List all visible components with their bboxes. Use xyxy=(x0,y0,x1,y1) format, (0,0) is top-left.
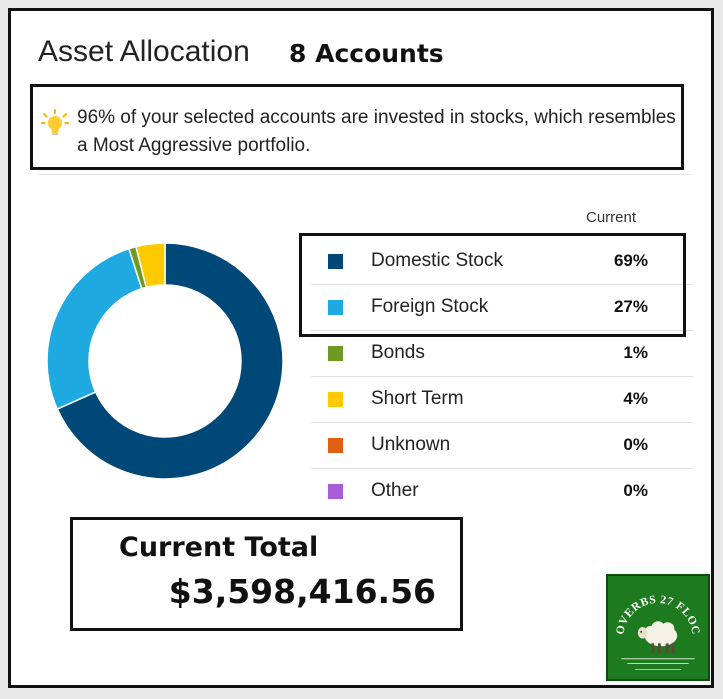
asset-allocation-panel: Asset Allocation 8 Accounts 96% of your … xyxy=(8,8,714,688)
sheep-icon xyxy=(637,621,678,653)
info-text: 96% of your selected accounts are invest… xyxy=(77,107,676,156)
short-term-swatch xyxy=(328,392,343,407)
legend-label: Foreign Stock xyxy=(371,296,489,317)
legend-label: Other xyxy=(371,480,419,501)
legend-percent: 69% xyxy=(613,251,648,270)
donut-slice-domestic-stock[interactable] xyxy=(56,242,284,480)
lightbulb-icon xyxy=(41,109,69,135)
legend-label: Short Term xyxy=(371,388,464,409)
current-total-box: Current Total $3,598,416.56 xyxy=(70,517,463,631)
legend-row-bonds[interactable]: Bonds 1% xyxy=(311,331,693,377)
foreign-stock-swatch xyxy=(328,300,343,315)
unknown-swatch xyxy=(328,438,343,453)
legend-row-other[interactable]: Other 0% xyxy=(311,469,693,515)
legend-percent: 4% xyxy=(623,389,648,408)
total-value: $3,598,416.56 xyxy=(168,572,436,611)
allocation-donut-chart xyxy=(46,242,284,480)
legend-label: Bonds xyxy=(371,342,425,363)
donut-slice-short-term[interactable] xyxy=(135,242,166,289)
bonds-swatch xyxy=(328,346,343,361)
legend-row-foreign-stock[interactable]: Foreign Stock 27% xyxy=(311,285,693,331)
page-title: Asset Allocation xyxy=(38,35,250,68)
legend-label: Domestic Stock xyxy=(371,250,503,271)
legend-label: Unknown xyxy=(371,434,451,455)
domestic-stock-swatch xyxy=(328,254,343,269)
stock-highlight-box xyxy=(299,233,686,337)
legend-row-domestic-stock[interactable]: Domestic Stock 69% xyxy=(311,239,693,285)
legend-percent: 27% xyxy=(613,297,648,316)
accounts-count[interactable]: 8 Accounts xyxy=(289,39,444,68)
legend-percent: 0% xyxy=(623,481,648,500)
legend-row-short-term[interactable]: Short Term 4% xyxy=(311,377,693,423)
legend-percent: 1% xyxy=(623,343,648,362)
total-label: Current Total xyxy=(119,532,319,563)
current-column-header: Current xyxy=(586,209,637,226)
legend-row-unknown[interactable]: Unknown 0% xyxy=(311,423,693,469)
other-swatch xyxy=(328,484,343,499)
legend-percent: 0% xyxy=(623,435,648,454)
info-message: 96% of your selected accounts are invest… xyxy=(30,84,684,170)
proverbs-27-flocks-logo: PROVERBS 27 FLOCKS xyxy=(606,574,710,681)
divider xyxy=(38,174,691,175)
donut-slice-foreign-stock[interactable] xyxy=(46,247,143,411)
